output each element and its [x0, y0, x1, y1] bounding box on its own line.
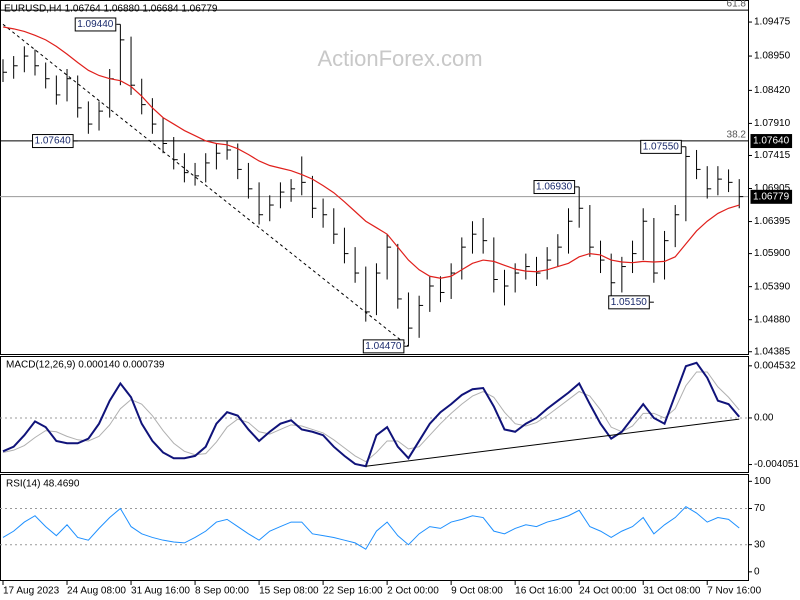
rsi-title: RSI(14) 48.4690: [6, 479, 80, 490]
y-tick-label: 0: [754, 566, 760, 577]
x-tick-label: 9 Oct 08:00: [451, 586, 503, 597]
trend-line: [365, 418, 740, 467]
x-tick-label: 2 Oct 00:00: [387, 586, 439, 597]
signal-line: [2, 371, 740, 463]
x-tick-label: 22 Sep 16:00: [323, 586, 383, 597]
y-tick-label: 1.05900: [754, 248, 791, 259]
annotation-label-box: [32, 134, 74, 149]
macd-panel: [0, 356, 749, 473]
x-tick-label: 7 Nov 16:00: [707, 586, 761, 597]
annotation-label: 1.05150: [611, 297, 648, 308]
y-tick-label: 30: [754, 539, 766, 550]
axis-price-label-box: [750, 134, 793, 149]
y-tick-label: 0.004532: [754, 360, 796, 371]
trend-line: [2, 23, 409, 347]
x-tick-label: 31 Aug 16:00: [131, 586, 190, 597]
axis-price-label-box: [750, 189, 793, 204]
y-tick-label: 0.00: [754, 413, 774, 424]
y-tick-label: 70: [754, 503, 766, 514]
price-panel: [0, 0, 749, 355]
y-tick-label: 1.04880: [754, 314, 791, 325]
macd-line: [2, 361, 740, 468]
x-tick-label: 15 Sep 08:00: [259, 586, 319, 597]
annotation-label-box: [608, 295, 650, 310]
x-tick-label: 8 Sep 00:00: [195, 586, 249, 597]
y-tick-label: 1.06905: [754, 183, 791, 194]
annotation-label-box: [640, 139, 682, 154]
annotation-label: 1.04470: [365, 341, 402, 352]
rsi-line: [2, 506, 740, 550]
annotation-label-box: [362, 339, 405, 354]
y-tick-label: 100: [754, 476, 771, 487]
y-tick-label: 1.09475: [754, 17, 791, 28]
axis-price-label: 1.07640: [753, 136, 790, 147]
y-tick-label: 1.07415: [754, 150, 791, 161]
annotation-label: 1.07640: [35, 136, 72, 147]
fib-label: 61.8: [727, 0, 747, 10]
x-tick-label: 16 Oct 16:00: [515, 586, 573, 597]
moving-average: [2, 26, 740, 279]
y-tick-label: 1.08420: [754, 85, 791, 96]
y-tick-label: 1.06395: [754, 216, 791, 227]
y-tick-label: 1.05390: [754, 281, 791, 292]
annotation-label-box: [74, 17, 117, 32]
annotation-label: 1.06930: [536, 182, 573, 193]
rsi-panel: [0, 474, 749, 581]
x-tick-label: 24 Oct 00:00: [579, 586, 637, 597]
x-tick-label: 24 Aug 08:00: [67, 586, 126, 597]
macd-title: MACD(12,26,9) 0.000140 0.000739: [6, 360, 165, 371]
y-tick-label: 1.07910: [754, 118, 791, 129]
y-tick-label: 1.08950: [754, 51, 791, 62]
price-title: EURUSD,H4 1.06764 1.06880 1.06684 1.0677…: [4, 4, 218, 15]
x-tick-label: 17 Aug 2023: [3, 586, 60, 597]
annotation-label: 1.09440: [77, 19, 114, 30]
axis-price-label: 1.06779: [753, 191, 790, 202]
annotation-label: 1.07550: [643, 141, 680, 152]
fib-label: 38.2: [727, 130, 747, 141]
watermark: ActionForex.com: [317, 46, 482, 71]
y-tick-label: -0.004051: [754, 459, 799, 470]
annotation-label-box: [533, 180, 576, 195]
y-tick-label: 1.04385: [754, 346, 791, 357]
x-tick-label: 31 Oct 08:00: [643, 586, 701, 597]
